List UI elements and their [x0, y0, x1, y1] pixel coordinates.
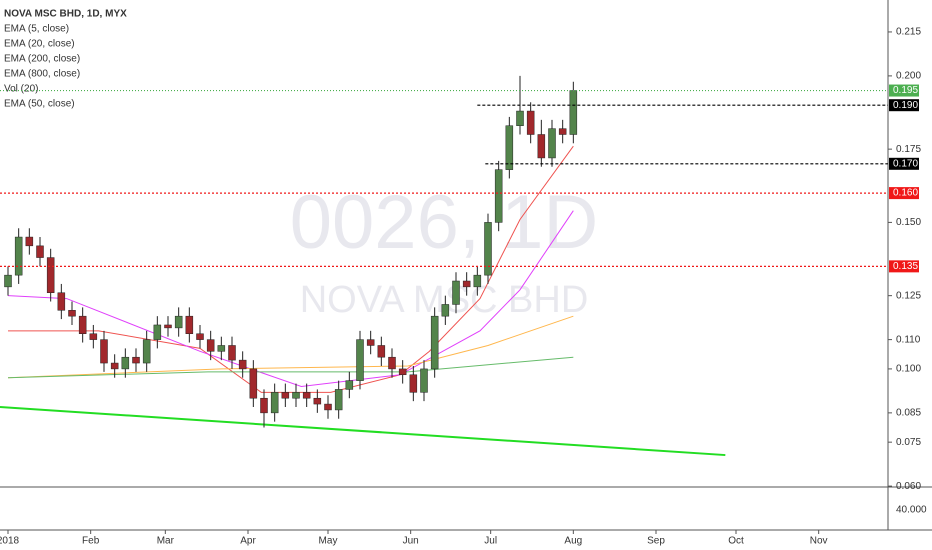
candle-body	[345, 380, 354, 390]
candle-body	[206, 339, 215, 352]
candle-body	[441, 304, 450, 317]
candle-body	[430, 315, 439, 370]
candle-body	[46, 257, 55, 293]
y-tick-label: 0.125	[896, 290, 921, 301]
candle-body	[260, 397, 268, 414]
y-tick-label: 0.215	[896, 27, 921, 38]
candle-body	[334, 389, 343, 411]
candle-body	[377, 345, 386, 358]
candle-body	[121, 356, 130, 370]
y-tick-label: 0.150	[896, 217, 921, 228]
legend-entry: Vol (20)	[4, 84, 38, 95]
y-tick-label: 0.175	[896, 144, 921, 155]
candle-body	[4, 274, 12, 288]
candle-body	[249, 368, 258, 399]
candle-body	[78, 315, 87, 335]
x-tick-label: May	[319, 536, 338, 547]
candle-body	[36, 245, 44, 258]
y-tick-label: 0.075	[896, 437, 921, 448]
candle-body	[356, 339, 364, 381]
candle-body	[548, 128, 556, 159]
candle-body	[537, 134, 546, 159]
x-tick-label: Aug	[564, 536, 582, 547]
candle-body	[25, 236, 34, 247]
price-label: 0.160	[893, 188, 918, 199]
legend-entry: EMA (5, close)	[4, 24, 69, 35]
price-label-box	[889, 84, 919, 97]
candle-body	[366, 339, 375, 346]
watermark: 0026, 1D	[290, 180, 598, 265]
candle-body	[89, 333, 98, 340]
legend-entry: EMA (50, close)	[4, 99, 75, 110]
legend-title: NOVA MSC BHD, 1D, MYX	[4, 9, 127, 20]
candle-body	[420, 368, 428, 393]
x-tick-label: Jul	[484, 536, 497, 547]
price-label-box	[889, 187, 919, 200]
candle-body	[484, 222, 492, 276]
candle-body	[174, 315, 183, 329]
candle-body	[100, 339, 108, 364]
candle-body	[164, 324, 172, 329]
candle-body	[57, 292, 66, 311]
candle-body	[292, 392, 300, 399]
x-tick-label: Apr	[240, 536, 256, 547]
candle-body	[270, 392, 279, 414]
y-tick-label: 0.060	[896, 481, 921, 492]
candle-body	[558, 128, 567, 135]
candle-body	[110, 362, 119, 370]
candle-body	[473, 274, 482, 288]
legend-entry: EMA (800, close)	[4, 69, 80, 80]
candle-body	[228, 345, 236, 361]
candle-body	[313, 397, 322, 405]
ema-line	[7, 356, 574, 379]
trendline	[0, 406, 726, 457]
candle-body	[153, 324, 162, 340]
x-tick-label: 2018	[0, 536, 20, 547]
candle-body	[526, 110, 535, 135]
candle-body	[516, 110, 524, 126]
candle-body	[68, 310, 76, 317]
legend-entry: EMA (20, close)	[4, 39, 75, 50]
price-label: 0.190	[893, 100, 918, 111]
candle-body	[452, 280, 460, 305]
y-tick-label: 0.085	[896, 408, 921, 419]
candle-body	[281, 392, 290, 399]
ema-line	[7, 315, 574, 379]
price-label: 0.195	[893, 85, 918, 96]
candle-body	[388, 356, 396, 370]
x-tick-label: Oct	[728, 536, 744, 547]
candle-body	[185, 315, 194, 335]
legend-entry: EMA (200, close)	[4, 54, 80, 65]
x-tick-label: Sep	[647, 536, 665, 547]
x-tick-label: Jun	[403, 536, 419, 547]
candle-body	[569, 90, 578, 135]
price-label-box	[889, 260, 919, 273]
candle-body	[132, 356, 140, 364]
candle-body	[196, 333, 204, 340]
candle-body	[14, 236, 23, 276]
price-label-box	[889, 157, 919, 170]
x-tick-label: Feb	[82, 536, 100, 547]
candle-body	[409, 374, 418, 393]
price-label: 0.170	[893, 158, 918, 169]
candle-body	[302, 392, 311, 399]
lower-pane-tick: 40.000	[896, 505, 927, 516]
price-label-box	[889, 99, 919, 112]
candle-body	[324, 403, 332, 411]
candle-body	[238, 359, 247, 370]
y-tick-label: 0.200	[896, 71, 921, 82]
candle-body	[398, 368, 407, 376]
y-tick-label: 0.100	[896, 364, 921, 375]
candle-body	[142, 339, 151, 364]
price-label: 0.135	[893, 261, 918, 272]
candle-body	[494, 169, 503, 223]
candle-body	[217, 345, 226, 352]
candle-body	[505, 125, 514, 170]
candle-body	[462, 280, 471, 288]
x-tick-label: Nov	[810, 536, 828, 547]
y-tick-label: 0.110	[896, 334, 921, 345]
x-tick-label: Mar	[157, 536, 175, 547]
